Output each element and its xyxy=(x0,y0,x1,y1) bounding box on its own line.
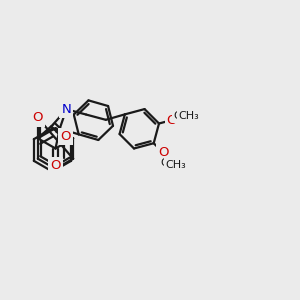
Text: CH₃: CH₃ xyxy=(165,160,186,170)
Text: O: O xyxy=(158,146,168,159)
Text: CH₃: CH₃ xyxy=(178,111,199,121)
Text: N: N xyxy=(61,103,71,116)
Text: OCH: OCH xyxy=(161,158,186,168)
Text: O: O xyxy=(167,114,177,127)
Text: O: O xyxy=(33,111,43,124)
Text: O: O xyxy=(60,130,70,143)
Text: OCH: OCH xyxy=(173,111,198,122)
Text: O: O xyxy=(50,159,61,172)
